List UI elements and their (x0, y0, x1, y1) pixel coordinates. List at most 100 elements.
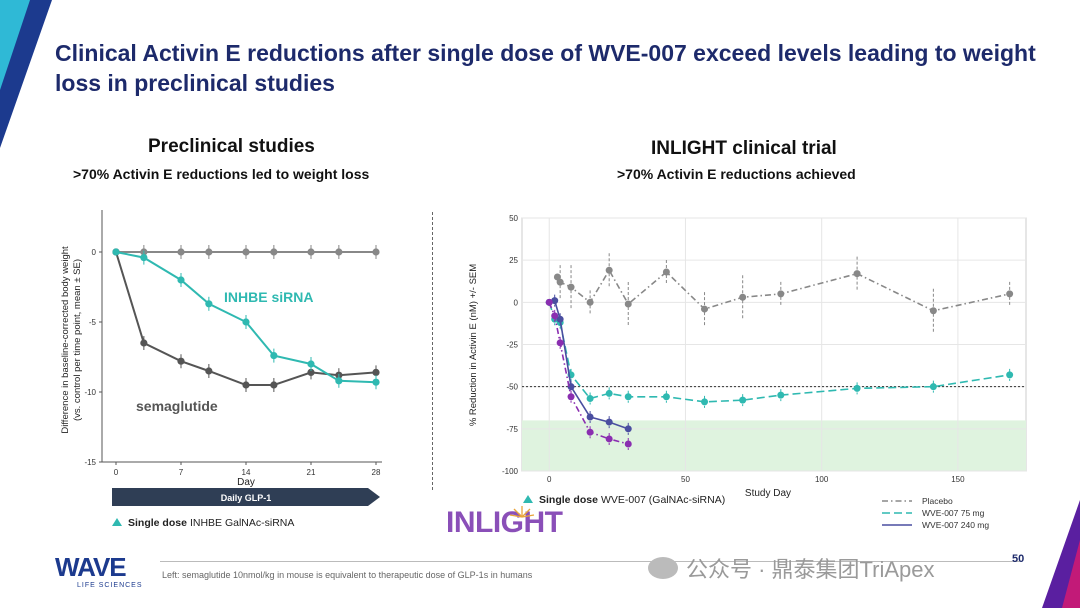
inlight-logo: INLIGHT (446, 506, 563, 540)
right-data-point (551, 297, 559, 305)
preclinical-chart: Difference in baseline-corrected body we… (60, 210, 382, 529)
left-data-point (177, 276, 185, 284)
left-dose-note: Single dose INHBE GalNAc-siRNA (128, 517, 294, 529)
corner-accent-top-left (0, 0, 52, 148)
slide-title: Clinical Activin E reductions after sing… (55, 40, 1036, 96)
watermark: 公众号 · 鼎泰集团TriApex (648, 552, 935, 584)
left-data-point (270, 248, 278, 256)
wave-logo: WAVE LIFE SCIENCES (55, 554, 143, 589)
right-data-point (624, 440, 632, 448)
left-data-point (372, 248, 380, 256)
right-data-point (586, 413, 594, 421)
left-x-tick-label: 28 (372, 468, 381, 477)
left-data-point (307, 368, 315, 376)
right-data-point (586, 298, 594, 306)
inlight-logo-text: INLIGHT (446, 506, 563, 539)
left-data-point (177, 357, 185, 365)
right-y-tick-label: -75 (506, 425, 518, 434)
corner-accent-bottom-right (1042, 500, 1080, 608)
right-data-point (624, 393, 632, 401)
series-label-inhbe: INHBE siRNA (224, 289, 313, 305)
left-data-point (242, 381, 250, 389)
right-data-point (624, 300, 632, 308)
right-series-line-1 (548, 302, 1010, 403)
right-data-point (929, 383, 937, 391)
right-x-tick-label: 100 (815, 475, 829, 484)
right-data-point (662, 268, 670, 276)
right-y-tick-label: 50 (509, 214, 518, 223)
right-data-point (556, 339, 564, 347)
right-x-tick-label: 50 (681, 475, 690, 484)
left-data-point (372, 378, 380, 386)
right-data-point (556, 278, 564, 286)
left-y-tick-label: -5 (89, 318, 97, 327)
right-data-point (551, 312, 559, 320)
right-data-point (1006, 371, 1014, 379)
right-y-tick-label: -25 (506, 341, 518, 350)
right-data-point (701, 398, 709, 406)
wave-logo-tagline: LIFE SCIENCES (77, 582, 143, 589)
left-heading: Preclinical studies (148, 136, 315, 157)
right-data-point (853, 384, 861, 392)
left-y-tick-label: -10 (84, 388, 96, 397)
right-data-point (605, 435, 613, 443)
left-x-tick-label: 21 (307, 468, 316, 477)
left-data-point (205, 248, 213, 256)
right-data-point (556, 315, 564, 323)
right-data-point (605, 418, 613, 426)
left-x-tick-label: 14 (242, 468, 251, 477)
left-data-point (307, 360, 315, 368)
teal-triangle-icon (523, 495, 533, 503)
left-data-point (335, 248, 343, 256)
right-data-point (605, 266, 613, 274)
footnote-rule (160, 561, 1020, 562)
watermark-text: 公众号 · 鼎泰集团TriApex (686, 557, 935, 582)
right-data-point (605, 389, 613, 397)
left-x-tick-label: 0 (114, 468, 119, 477)
legend-label: WVE-007 75 mg (922, 508, 985, 518)
footnote: Left: semaglutide 10nmol/kg in mouse is … (162, 570, 533, 580)
legend-label: WVE-007 240 mg (922, 520, 989, 530)
wave-logo-text: WAVE (55, 552, 127, 582)
left-data-point (242, 318, 250, 326)
left-data-point (372, 368, 380, 376)
right-data-point (739, 396, 747, 404)
right-y-tick-label: -50 (506, 383, 518, 392)
right-data-point (929, 307, 937, 315)
vertical-divider (432, 212, 433, 490)
wechat-icon (648, 557, 678, 579)
left-data-point (205, 367, 213, 375)
target-band (522, 420, 1026, 471)
left-data-point (270, 352, 278, 360)
right-data-point (853, 270, 861, 278)
teal-triangle-icon (112, 518, 122, 526)
left-data-point (140, 339, 148, 347)
right-data-point (586, 428, 594, 436)
right-x-tick-label: 0 (547, 475, 552, 484)
left-y-tick-label: -15 (84, 458, 96, 467)
right-heading: INLIGHT clinical trial (651, 138, 837, 159)
left-y-tick-label: 0 (92, 248, 97, 257)
page-number: 50 (1012, 553, 1025, 565)
left-data-point (242, 248, 250, 256)
left-x-tick-label: 7 (179, 468, 184, 477)
right-data-point (567, 283, 575, 291)
legend-label: Placebo (922, 496, 953, 506)
left-data-point (335, 377, 343, 385)
right-data-point (624, 425, 632, 433)
right-data-point (739, 293, 747, 301)
left-data-point (205, 300, 213, 308)
right-data-point (662, 393, 670, 401)
right-dose-note: Single dose WVE-007 (GalNAc-siRNA) (539, 494, 725, 506)
left-ylabel-2: (vs. control per time point, mean ± SE) (72, 259, 83, 421)
left-subheading: >70% Activin E reductions led to weight … (73, 166, 370, 182)
left-xlabel: Day (237, 477, 255, 488)
right-data-point (777, 290, 785, 298)
right-y-tick-label: 25 (509, 256, 518, 265)
series-label-semaglutide: semaglutide (136, 398, 218, 414)
left-data-point (112, 248, 120, 256)
right-y-tick-label: -100 (502, 467, 519, 476)
daily-glp1-label: Daily GLP-1 (221, 493, 272, 503)
right-data-point (777, 391, 785, 399)
